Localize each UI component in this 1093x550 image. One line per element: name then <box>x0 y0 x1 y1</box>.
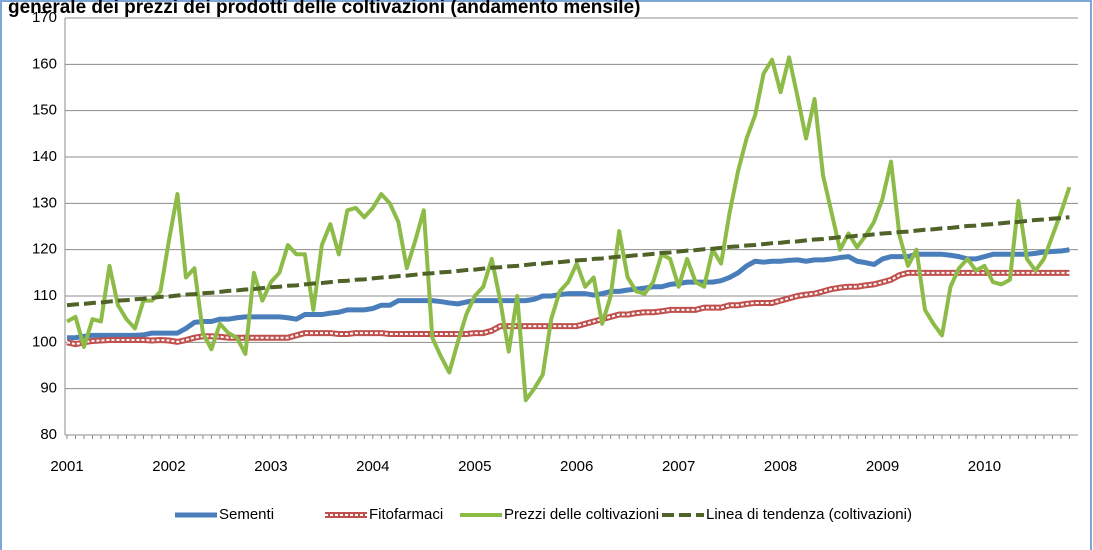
x-tick-label: 2004 <box>356 458 389 475</box>
y-tick-label: 150 <box>32 102 57 119</box>
y-tick-label: 160 <box>32 55 57 72</box>
series-line <box>66 215 1070 308</box>
series-line <box>66 55 1072 403</box>
x-tick-label: 2009 <box>866 458 899 475</box>
x-tick-label: 2007 <box>662 458 695 475</box>
y-tick-label: 80 <box>40 426 57 443</box>
x-tick-label: 2006 <box>560 458 593 475</box>
series-line <box>67 247 1070 341</box>
y-tick-label: 110 <box>33 287 57 304</box>
y-tick-label: 120 <box>32 241 57 258</box>
x-tick-label: 2005 <box>458 458 491 475</box>
x-tick-label: 2010 <box>968 458 1001 475</box>
x-tick-label: 2008 <box>764 458 797 475</box>
y-tick-label: 140 <box>32 148 57 165</box>
series-line-core <box>66 271 1070 346</box>
y-tick-label: 170 <box>32 9 57 26</box>
y-tick-label: 90 <box>40 380 57 397</box>
x-tick-label: 2002 <box>152 458 185 475</box>
x-tick-label: 2001 <box>50 458 83 475</box>
legend-label: Fitofarmaci <box>369 506 443 523</box>
legend-label: Prezzi delle coltivazioni <box>504 506 659 523</box>
legend-label: Sementi <box>219 506 274 523</box>
y-tick-label: 100 <box>32 333 57 350</box>
y-tick-label: 130 <box>32 194 57 211</box>
legend-label: Linea di tendenza (coltivazioni) <box>706 506 912 523</box>
chart-title: generale dei prezzi dei prodotti delle c… <box>8 0 640 18</box>
x-tick-label: 2003 <box>254 458 287 475</box>
